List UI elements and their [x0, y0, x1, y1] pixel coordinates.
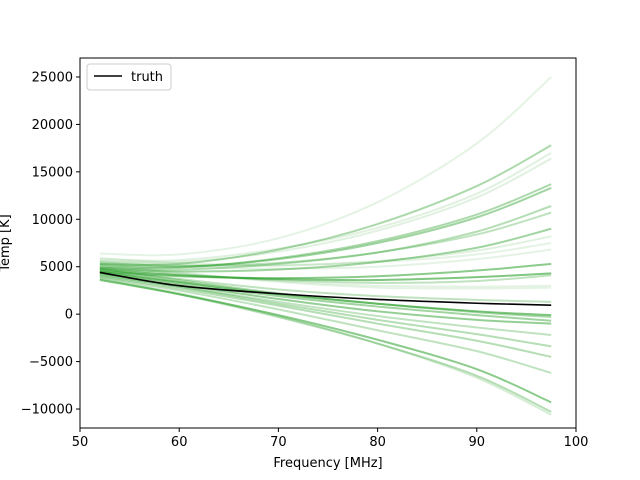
truth-line: [99, 271, 552, 306]
y-tick-label: 15000: [32, 165, 73, 180]
sample-line-17: [99, 262, 552, 290]
x-tick-label: 50: [72, 435, 89, 450]
sample-line-27: [99, 279, 552, 404]
y-tick-label: 5000: [40, 260, 73, 275]
sample-line-14: [99, 268, 552, 282]
sample-line-18: [99, 269, 552, 303]
sample-line-9: [99, 227, 552, 273]
sample-line-4: [99, 157, 552, 264]
sample-line-6: [99, 187, 552, 268]
sample-line-15: [99, 266, 552, 284]
y-axis-ticks: −10000 −5000 0 5000 10000 15000 20000 25000: [21, 70, 80, 418]
sample-line-7: [99, 205, 552, 271]
y-tick-label: 25000: [32, 70, 73, 85]
sample-line-10: [99, 235, 552, 267]
sample-line-28: [99, 278, 552, 413]
sample-line-2: [99, 144, 552, 266]
y-axis-label: Temp [K]: [0, 214, 13, 272]
sample-line-23: [99, 274, 552, 337]
sample-line-24: [99, 273, 552, 348]
axes-frame: [79, 57, 577, 429]
y-tick-label: −5000: [29, 355, 73, 370]
sample-line-16: [99, 264, 552, 288]
sample-line-22: [99, 272, 552, 325]
y-tick-label: 20000: [32, 118, 73, 133]
plot-area: [79, 57, 577, 429]
sample-line-21: [99, 271, 552, 322]
x-tick-label: 90: [469, 435, 486, 450]
sample-line-3: [99, 151, 552, 262]
sample-line-29: [99, 277, 552, 416]
sample-lines-group: [99, 76, 552, 416]
x-tick-label: 100: [564, 435, 589, 450]
sample-line-8: [99, 211, 552, 267]
y-tick-label: 0: [65, 308, 73, 323]
x-tick-label: 70: [270, 435, 287, 450]
legend-truth-label: truth: [131, 70, 163, 85]
sample-line-26: [99, 276, 552, 374]
x-axis-ticks: 50 60 70 80 90 100: [72, 428, 589, 450]
sample-line-11: [99, 242, 552, 266]
legend-box: [86, 63, 172, 91]
sample-line-12: [99, 248, 552, 270]
y-tick-label: 10000: [32, 213, 73, 228]
x-tick-label: 60: [171, 435, 188, 450]
sample-line-1: [99, 76, 552, 257]
legend: truth: [86, 63, 172, 91]
x-axis-label: Frequency [MHz]: [273, 456, 382, 471]
y-tick-label: −10000: [21, 403, 73, 418]
sample-line-5: [99, 183, 552, 270]
sample-line-25: [99, 275, 552, 358]
sample-line-20: [99, 267, 552, 318]
sample-line-19: [99, 270, 552, 317]
axes-background: [80, 58, 576, 428]
x-tick-label: 80: [369, 435, 386, 450]
